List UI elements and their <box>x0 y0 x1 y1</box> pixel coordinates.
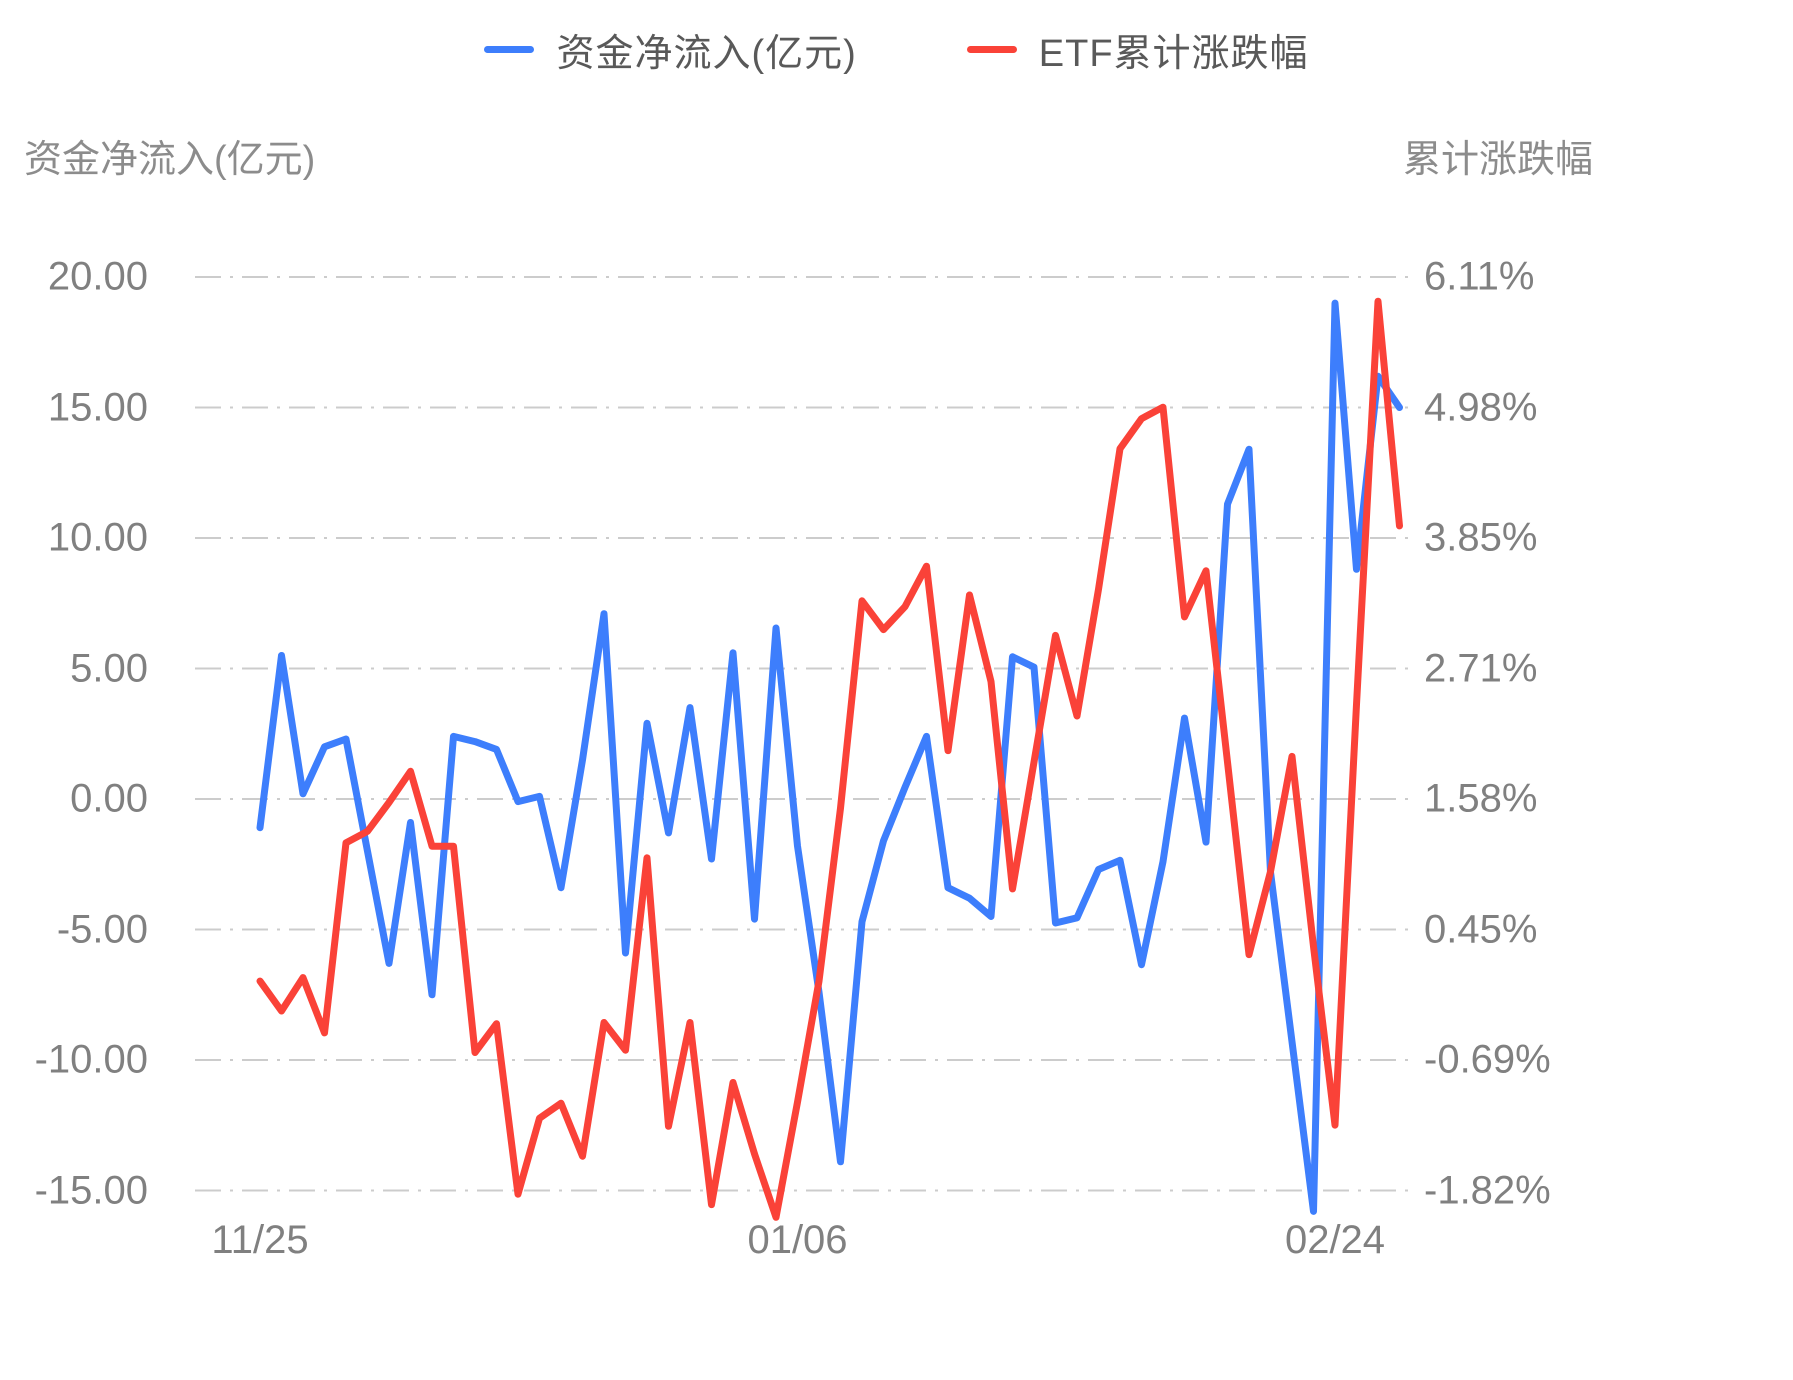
etf-change-line-swatch-icon <box>966 46 1017 53</box>
right-axis-tick-label: 1.58% <box>1424 776 1538 821</box>
right-axis-tick-label: 3.85% <box>1424 515 1538 560</box>
right-axis-tick-label: 0.45% <box>1424 907 1538 951</box>
right-axis-tick-label: 4.98% <box>1424 385 1538 429</box>
right-axis-tick-label: 2.71% <box>1424 646 1538 690</box>
etf-cumulative-change-line[interactable] <box>256 297 1403 1221</box>
net-inflow-line[interactable] <box>256 299 1403 1215</box>
left-axis-tick-label: 20.00 <box>47 254 148 299</box>
left-axis-tick-label: 5.00 <box>70 646 148 690</box>
legend-item-net-inflow[interactable]: 资金净流入(亿元) <box>484 22 856 77</box>
right-axis-tick-label: -0.69% <box>1424 1037 1551 1082</box>
net-inflow-line-swatch-icon <box>484 46 535 53</box>
x-axis-tick-label: 01/06 <box>747 1218 848 1262</box>
legend-label-net-inflow: 资金净流入(亿元) <box>556 33 857 75</box>
x-axis-tick-label: 02/24 <box>1284 1218 1386 1262</box>
left-axis-tick-label: -10.00 <box>34 1037 148 1082</box>
legend: 资金净流入(亿元) ETF累计涨跌幅 <box>0 22 1793 77</box>
left-axis-tick-label: 15.00 <box>47 385 148 429</box>
right-axis-tick-label: -1.82% <box>1424 1168 1551 1212</box>
left-axis-tick-label: 0.00 <box>70 776 148 821</box>
right-axis-tick-label: 6.11% <box>1424 254 1535 299</box>
legend-item-etf-change[interactable]: ETF累计涨跌幅 <box>966 22 1309 77</box>
right-axis-title: 累计涨跌幅 <box>1402 139 1593 181</box>
legend-label-etf-change: ETF累计涨跌幅 <box>1038 33 1309 75</box>
left-axis-tick-label: -5.00 <box>56 907 148 951</box>
x-axis-tick-label: 11/25 <box>211 1218 309 1262</box>
left-axis-title: 资金净流入(亿元) <box>24 139 316 181</box>
left-axis-tick-label: 10.00 <box>47 515 148 560</box>
left-axis-tick-label: -15.00 <box>34 1168 148 1212</box>
